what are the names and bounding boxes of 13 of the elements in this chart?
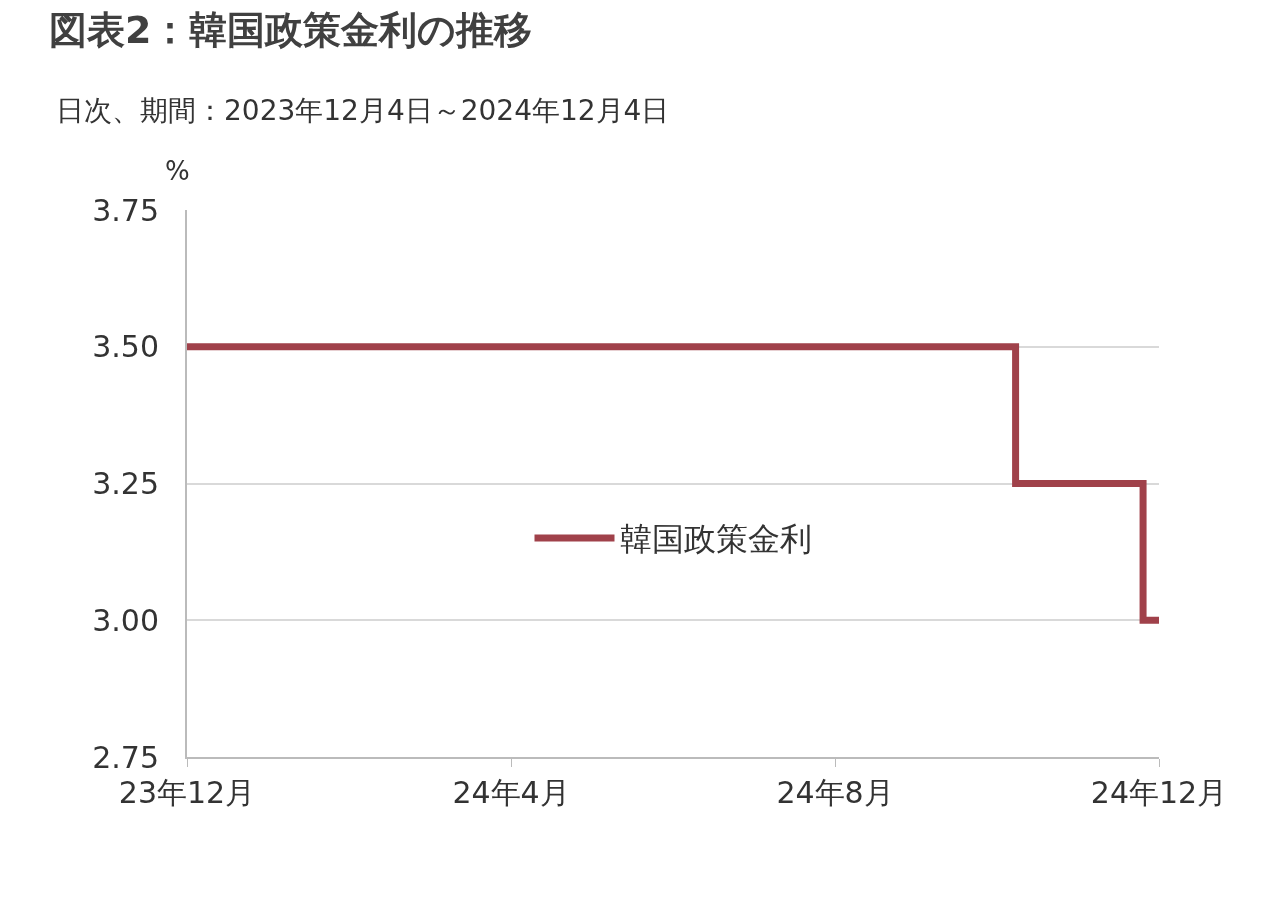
y-tick-label: 3.00 [92, 602, 159, 638]
y-tick-label: 3.75 [92, 192, 159, 228]
y-tick-label: 3.50 [92, 329, 159, 365]
y-tick-label: 3.25 [92, 466, 159, 501]
y-axis-title: % [165, 156, 190, 186]
x-tick-label: 24年4月 [452, 775, 570, 810]
chart-title: 図表2：韓国政策金利の推移 [49, 8, 533, 52]
y-tick-label: 2.75 [92, 739, 159, 775]
x-tick-label: 23年12月 [118, 775, 256, 810]
legend-label: 韓国政策金利 [619, 520, 812, 559]
x-tick-label: 24年8月 [776, 775, 894, 810]
chart-subtitle: 日次、期間：2023年12月4日～2024年12月4日 [56, 94, 670, 127]
x-tick-label: 24年12月 [1090, 775, 1228, 810]
